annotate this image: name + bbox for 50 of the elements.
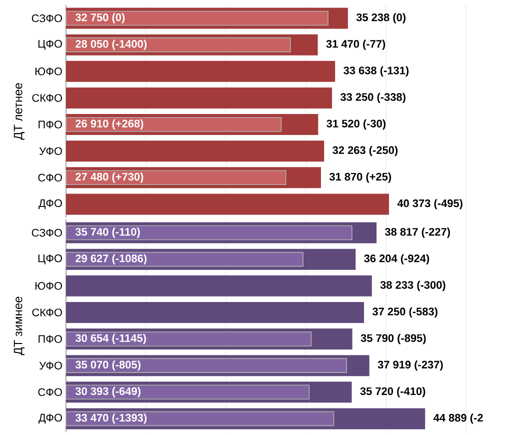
data-label: 31 870 (+25) — [329, 172, 392, 183]
data-label: 37 250 (-583) — [372, 307, 438, 318]
y-tick-label: ЮФО — [35, 68, 62, 76]
data-label: 37 919 (-237) — [378, 360, 443, 371]
y-tick-label: СЗФО — [32, 228, 62, 237]
y-axis-title: ДТ летнее — [14, 83, 24, 140]
y-tick-label: СФО — [38, 388, 62, 396]
data-label: 30 654 (-1145) — [75, 334, 146, 344]
data-label: 32 263 (-250) — [332, 146, 398, 156]
data-label: 32 750 (0) — [75, 13, 125, 24]
data-label: 38 817 (-227) — [384, 228, 450, 238]
data-label: 29 627 (-1086) — [76, 254, 147, 264]
y-tick-label: СЗФО — [32, 14, 62, 22]
data-label: 26 910 (+268) — [76, 119, 144, 130]
y-tick-label: СФО — [38, 174, 62, 182]
data-label: 36 204 (-924) — [364, 254, 430, 264]
y-tick-label: ЦФО — [38, 254, 62, 264]
data-label: 40 373 (-495) — [397, 199, 462, 210]
y-tick-label: УФО — [39, 147, 62, 155]
y-axis-title: ДТ зимнее — [14, 296, 24, 356]
y-tick-label: СКФО — [32, 308, 62, 316]
data-label: 27 480 (+730) — [76, 172, 144, 183]
y-tick-label: ДФО — [38, 414, 62, 424]
data-label: 35 238 (0) — [356, 13, 406, 24]
bar — [66, 275, 372, 296]
data-label: 28 050 (-1400) — [76, 40, 147, 50]
data-label: 35 790 (-895) — [360, 334, 426, 344]
y-tick-label: ПФО — [38, 335, 62, 343]
data-label: 31 470 (-77) — [326, 40, 386, 50]
y-tick-label: ПФО — [38, 120, 62, 128]
data-label: 38 233 (-300) — [380, 280, 446, 291]
data-label: 31 520 (-30) — [326, 119, 386, 130]
y-tick-label: СКФО — [32, 94, 62, 102]
data-label: 35 740 (-110) — [75, 228, 140, 238]
bar — [66, 140, 324, 162]
data-label: 35 720 (-410) — [360, 387, 426, 398]
y-tick-label: ДФО — [38, 199, 62, 210]
y-tick-label: ЮФО — [35, 282, 62, 290]
data-label: 30 393 (-649) — [75, 387, 140, 398]
data-label: 33 470 (-1393) — [75, 414, 147, 424]
data-label: 44 889 (-2 — [433, 414, 483, 424]
y-tick-label: ЦФО — [38, 40, 62, 50]
data-label: 35 070 (-805) — [75, 360, 140, 371]
bar — [66, 194, 389, 215]
y-tick-label: УФО — [39, 362, 62, 370]
data-label: 33 250 (-338) — [340, 92, 406, 104]
data-label: 33 638 (-131) — [344, 66, 409, 76]
bar — [66, 302, 364, 323]
bar — [66, 60, 336, 82]
bar — [66, 87, 332, 108]
